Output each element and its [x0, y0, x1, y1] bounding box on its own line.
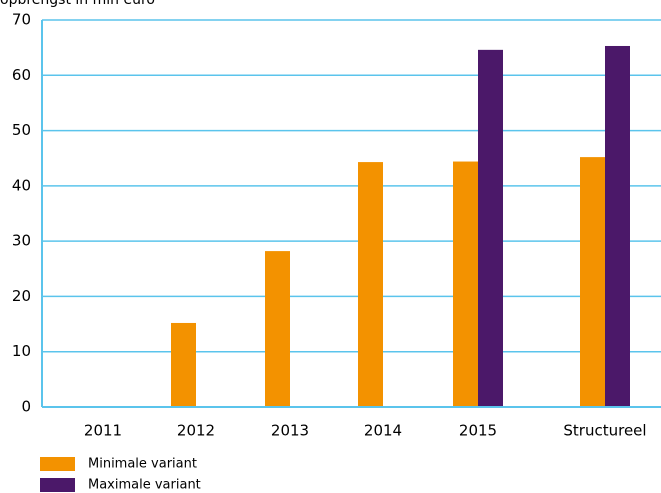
x-tick-label: 2011: [84, 422, 122, 440]
y-tick-label: 20: [12, 287, 31, 305]
legend-label: Maximale variant: [88, 478, 201, 493]
y-tick-label: 30: [12, 232, 31, 250]
bar: [453, 161, 478, 407]
x-tick-label: 2014: [364, 422, 402, 440]
y-tick-label: 60: [12, 66, 31, 84]
legend-swatch: [40, 457, 75, 471]
legend-label: Minimale variant: [88, 457, 197, 472]
bar: [605, 45, 630, 408]
bar: [358, 162, 383, 407]
y-tick-label: 50: [12, 121, 31, 139]
x-tick-label: 2015: [459, 422, 497, 440]
x-tick-label: 2012: [177, 422, 215, 440]
y-tick-label: 70: [12, 11, 31, 29]
y-tick-label: 10: [12, 342, 31, 360]
bar: [265, 251, 290, 407]
chart-title: opbrengst in mln euro: [0, 0, 155, 8]
bar: [478, 49, 503, 408]
legend-swatch: [40, 478, 75, 492]
bar: [580, 157, 605, 407]
x-tick-label: Structureel: [563, 422, 646, 440]
x-tick-label: 2013: [271, 422, 309, 440]
bar: [171, 322, 196, 407]
y-tick-label: 0: [21, 398, 31, 416]
y-tick-label: 40: [12, 176, 31, 194]
